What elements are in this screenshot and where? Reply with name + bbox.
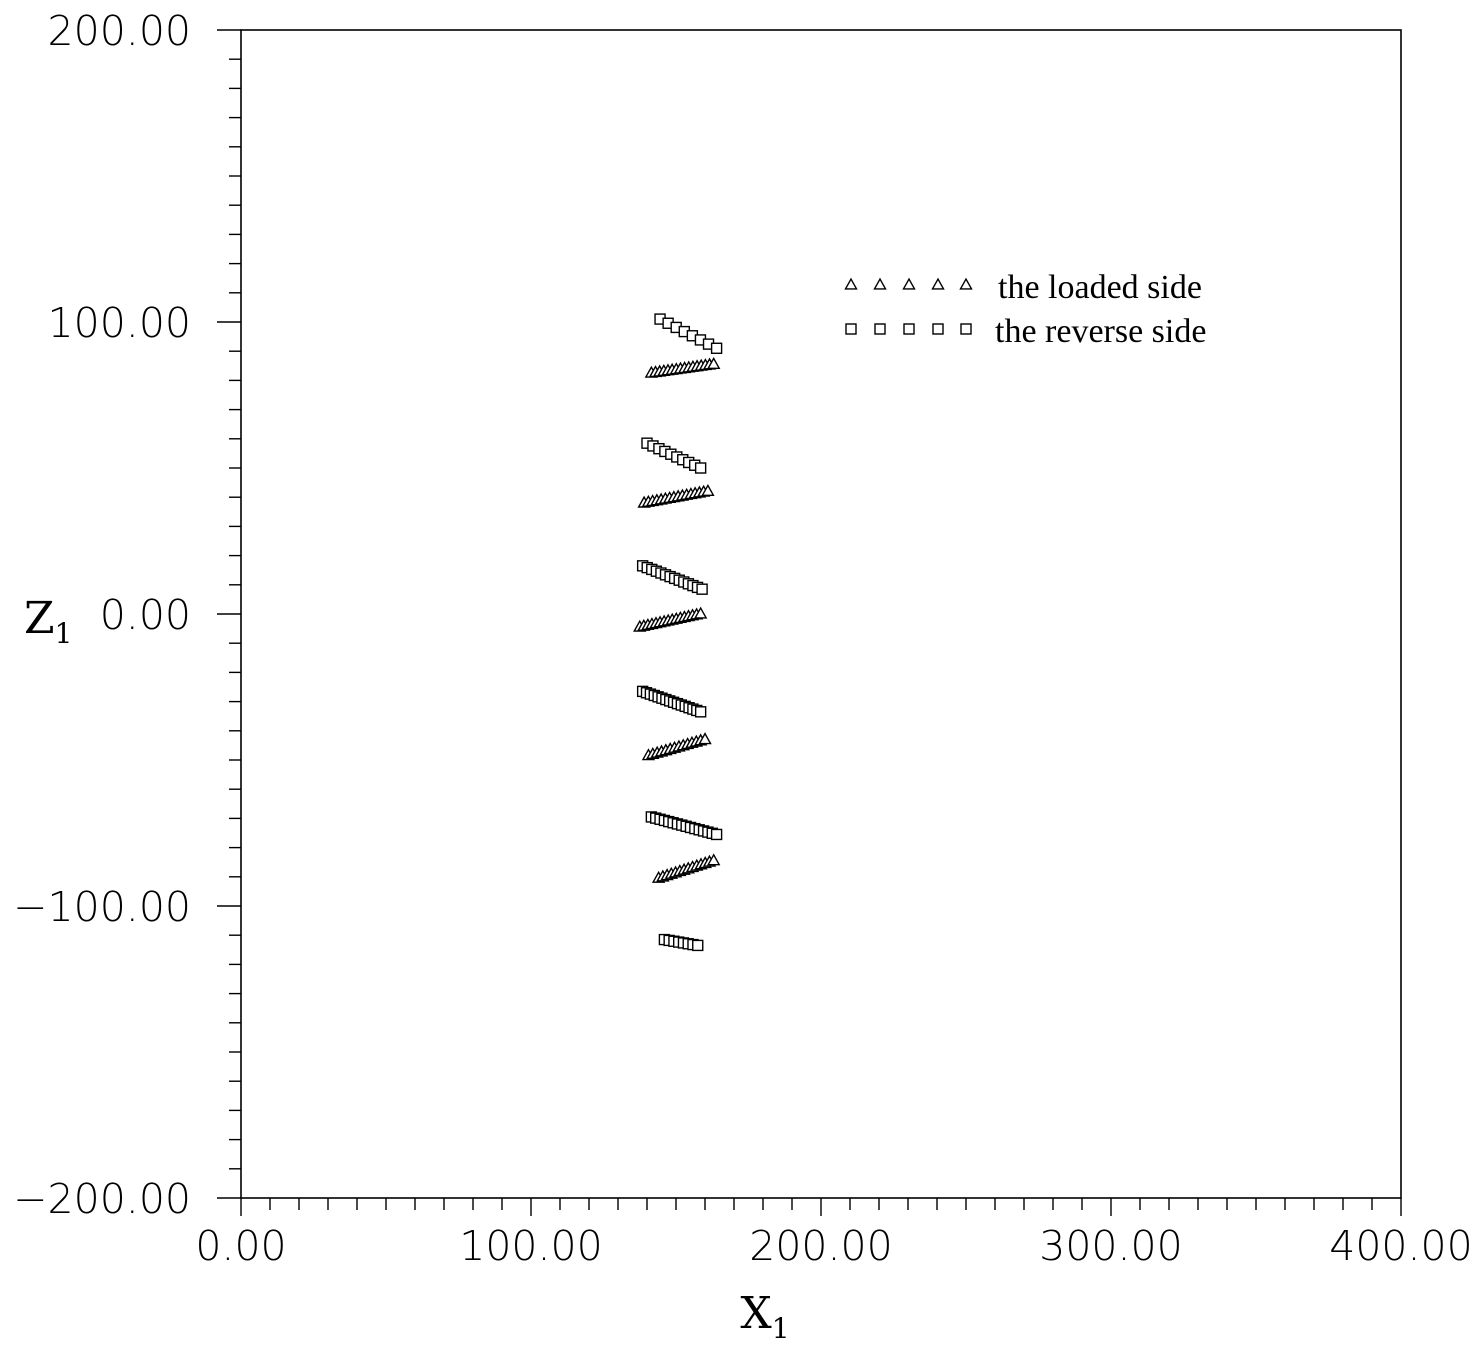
legend-label-loaded: the loaded side — [998, 269, 1202, 306]
y-tick-label: −200.00 — [13, 1175, 191, 1223]
legend-label-reverse: the reverse side — [995, 313, 1206, 350]
data-point-reverse-side — [712, 343, 722, 353]
legend-marker-reverse-side — [846, 324, 856, 334]
y-tick-label: 0.00 — [100, 591, 191, 639]
x-axis-label-main: X — [740, 1288, 772, 1339]
data-point-reverse-side — [696, 707, 706, 717]
x-tick-label: 400.00 — [1329, 1222, 1469, 1270]
x-tick-label: 200.00 — [749, 1222, 892, 1270]
data-point-reverse-side — [697, 584, 707, 594]
legend-marker-reverse-side — [875, 324, 885, 334]
legend-marker-loaded-side — [904, 279, 915, 289]
legend-markers — [846, 279, 972, 334]
y-tick-label: 100.00 — [48, 299, 191, 347]
x-tick-label: 300.00 — [1039, 1222, 1182, 1270]
data-point-reverse-side — [696, 463, 706, 473]
legend: the loaded side the reverse side — [846, 269, 1207, 350]
y-axis-label-sub: 1 — [55, 617, 73, 650]
y-axis-label-main: Z — [24, 593, 55, 644]
y-tick-label: −100.00 — [13, 883, 191, 931]
x-tick-label: 100.00 — [459, 1222, 602, 1270]
legend-marker-reverse-side — [933, 324, 943, 334]
data-point-reverse-side — [712, 829, 722, 839]
data-point-reverse-side — [693, 940, 703, 950]
y-axis-label: Z1 — [24, 593, 72, 650]
legend-marker-loaded-side — [875, 279, 886, 289]
x-axis-label-sub: 1 — [772, 1312, 790, 1345]
x-tick-labels: 0.00 100.00 200.00 300.00 400.00 — [195, 1222, 1469, 1270]
plot-area-border — [241, 30, 1401, 1198]
x-tick-label: 0.00 — [195, 1222, 286, 1270]
y-tick-label: 200.00 — [48, 7, 191, 55]
x-axis-label: X1 — [740, 1288, 789, 1345]
axis-ticks — [217, 30, 1401, 1216]
plot-frame — [241, 30, 1401, 1198]
data-points — [634, 314, 721, 950]
legend-marker-reverse-side — [961, 324, 971, 334]
legend-marker-loaded-side — [846, 279, 857, 289]
legend-marker-reverse-side — [904, 324, 914, 334]
legend-marker-loaded-side — [961, 279, 972, 289]
legend-marker-loaded-side — [933, 279, 944, 289]
